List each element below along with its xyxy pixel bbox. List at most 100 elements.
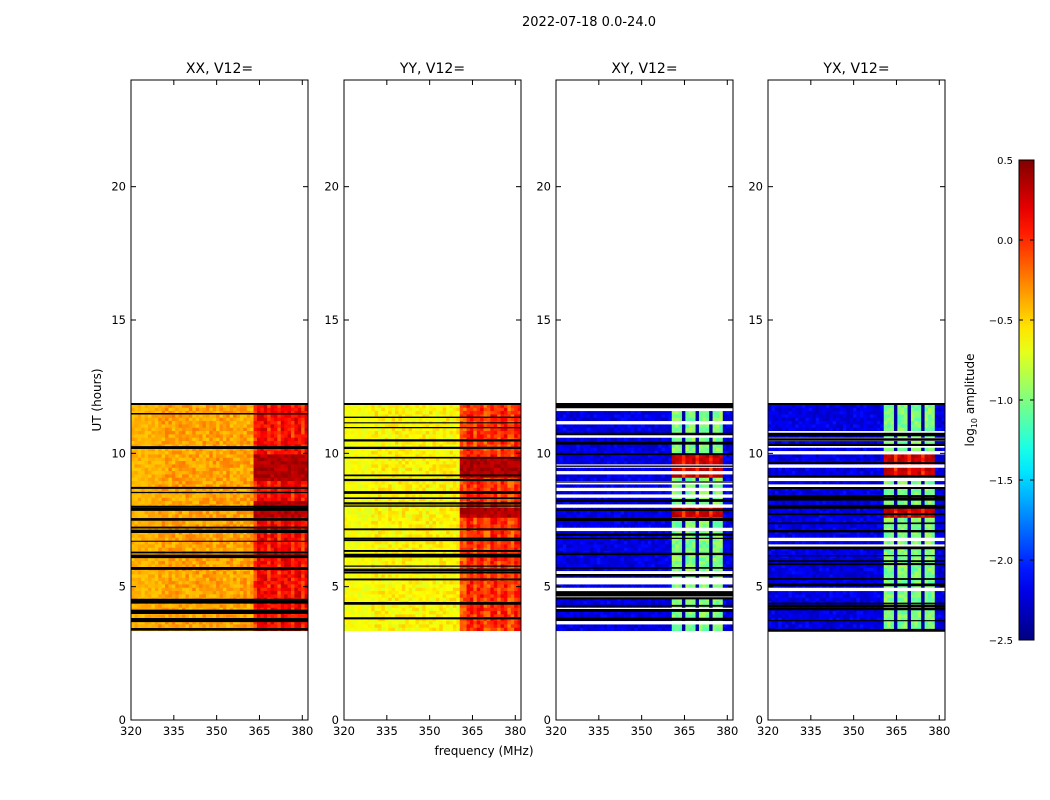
heatmap-cell	[435, 597, 440, 602]
heatmap-cell	[371, 620, 376, 625]
heatmap-cell	[429, 587, 433, 592]
heatmap-cell	[297, 544, 302, 548]
heatmap-cell	[154, 574, 159, 578]
heatmap-cell	[212, 497, 217, 502]
heatmap-cell	[486, 594, 491, 598]
heatmap-cell	[401, 584, 406, 588]
heatmap-cell	[182, 570, 186, 575]
heatmap-cell	[418, 540, 423, 545]
heatmap-cell	[182, 604, 186, 608]
heatmap-cell	[456, 550, 461, 555]
heatmap-cell	[165, 570, 169, 575]
heatmap-cell	[452, 604, 457, 608]
heatmap-cell	[141, 477, 146, 482]
heatmap-cell	[141, 480, 146, 485]
heatmap-cell	[280, 584, 285, 588]
heatmap-cell	[473, 624, 478, 628]
heatmap-cell	[297, 430, 302, 435]
heatmap-cell	[216, 547, 220, 552]
heatmap-cell	[239, 527, 244, 532]
heatmap-cell	[205, 574, 210, 578]
heatmap-cell	[178, 604, 183, 608]
heatmap-cell	[388, 574, 393, 578]
heatmap-cell	[277, 544, 282, 548]
heatmap-cell	[273, 494, 278, 498]
heatmap-cell	[171, 417, 176, 422]
heatmap-cell	[182, 547, 186, 552]
heatmap-cell	[284, 414, 288, 418]
heatmap-cell	[350, 574, 355, 578]
heatmap-cell	[148, 444, 152, 448]
heatmap-cell	[154, 447, 159, 452]
heatmap-cell	[243, 457, 248, 462]
heatmap-cell	[250, 427, 254, 432]
heatmap-cell	[267, 410, 271, 415]
heatmap-cell	[503, 614, 508, 618]
heatmap-cell	[466, 544, 471, 548]
heatmap-cell	[469, 540, 474, 545]
heatmap-cell	[243, 607, 248, 612]
heatmap-cell	[456, 627, 461, 632]
heatmap-cell	[165, 524, 169, 528]
heatmap-cell	[175, 590, 180, 595]
heatmap-cell	[185, 494, 190, 498]
heatmap-cell	[273, 547, 278, 552]
heatmap-cell	[216, 570, 220, 575]
heatmap-cell	[250, 487, 254, 492]
heatmap-cell	[212, 440, 217, 445]
heatmap-cell	[216, 407, 220, 412]
heatmap-cell	[357, 604, 362, 608]
heatmap-cell	[243, 524, 248, 528]
heatmap-cell	[229, 480, 234, 485]
heatmap-cell	[452, 540, 457, 545]
heatmap-cell	[290, 544, 295, 548]
heatmap-cell	[178, 404, 183, 408]
heatmap-cell	[486, 607, 491, 612]
heatmap-cell	[250, 560, 254, 565]
heatmap-cell	[236, 520, 241, 525]
heatmap-cell	[212, 484, 217, 488]
heatmap-cell	[354, 627, 359, 632]
heatmap-cell	[270, 444, 275, 448]
heatmap-cell	[212, 404, 217, 408]
heatmap-cell	[226, 524, 231, 528]
heatmap-cell	[449, 540, 454, 545]
heatmap-cell	[154, 454, 159, 458]
heatmap-cell	[239, 467, 244, 472]
heatmap-cell	[222, 477, 227, 482]
heatmap-cell	[256, 547, 261, 552]
heatmap-cell	[347, 584, 352, 588]
heatmap-cell	[205, 540, 210, 545]
heatmap-cell	[161, 440, 166, 445]
heatmap-cell	[280, 620, 285, 625]
heatmap-cell	[239, 487, 244, 492]
heatmap-cell	[280, 470, 285, 475]
heatmap-cell	[267, 574, 271, 578]
heatmap-cell	[233, 497, 237, 502]
heatmap-cell	[182, 587, 186, 592]
heatmap-cell	[137, 580, 142, 585]
heatmap-cell	[137, 570, 142, 575]
heatmap-cell	[182, 414, 186, 418]
heatmap-cell	[192, 444, 197, 448]
heatmap-cell	[236, 624, 241, 628]
heatmap-cell	[297, 454, 302, 458]
heatmap-cell	[216, 520, 220, 525]
heatmap-cell	[195, 444, 200, 448]
heatmap-cell	[202, 457, 207, 462]
heatmap-cell	[476, 584, 481, 588]
heatmap-cell	[425, 590, 430, 595]
heatmap-cell	[141, 434, 146, 438]
heatmap-cell	[280, 594, 285, 598]
heatmap-cell	[301, 590, 305, 595]
heatmap-cell	[277, 494, 282, 498]
heatmap-cell	[364, 614, 369, 618]
heatmap-cell	[253, 420, 258, 425]
heatmap-cell	[212, 514, 217, 518]
heatmap-cell	[154, 604, 159, 608]
heatmap-cell	[469, 610, 474, 615]
heatmap-cell	[483, 580, 488, 585]
heatmap-cell	[263, 564, 268, 568]
heatmap-cell	[161, 544, 166, 548]
heatmap-cell	[304, 587, 309, 592]
